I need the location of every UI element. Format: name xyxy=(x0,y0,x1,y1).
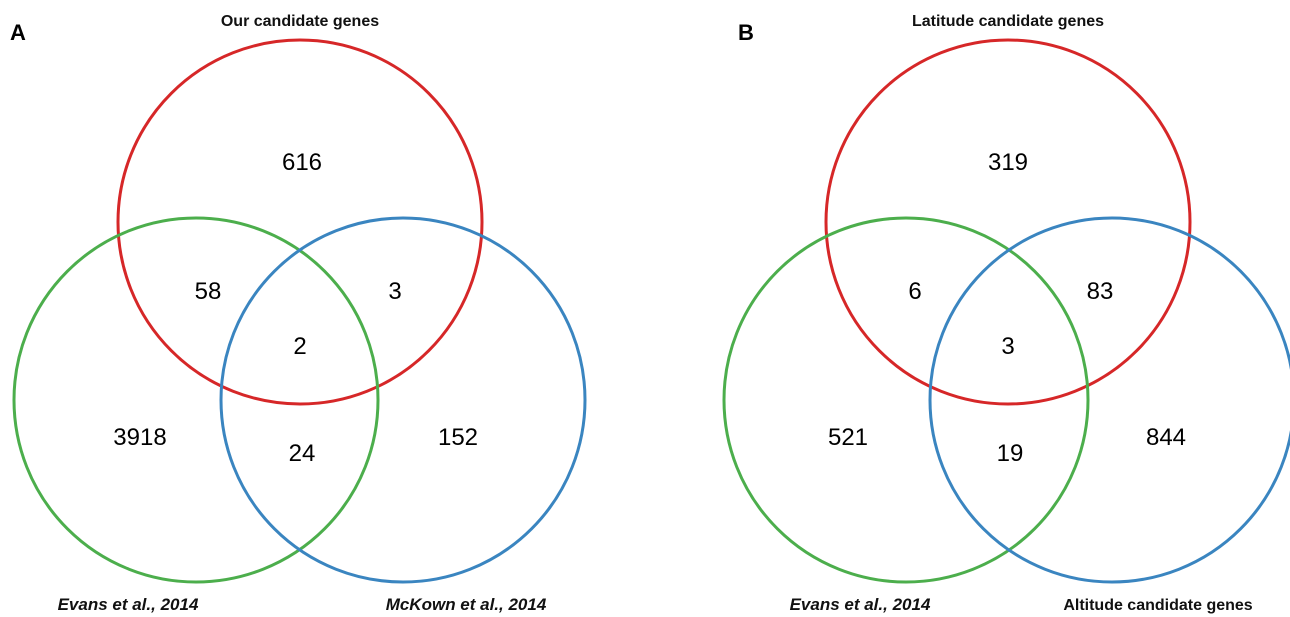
panel-b-count-top-left: 6 xyxy=(908,278,921,305)
panel-a-count-left-right: 24 xyxy=(289,440,316,467)
panel-b: B Latitude candidate genes 319 6 83 3 52… xyxy=(722,13,1290,614)
panel-a-left-circle xyxy=(12,216,380,584)
panel-b-right-set-label: Altitude candidate genes xyxy=(1063,597,1252,614)
panel-letter-a: A xyxy=(10,20,26,45)
panel-a-right-circle xyxy=(219,216,587,584)
panel-b-right-circle xyxy=(928,216,1290,584)
panel-a-count-left-only: 3918 xyxy=(113,424,166,451)
panel-letter-b: B xyxy=(738,20,754,45)
panel-b-count-top-only: 319 xyxy=(988,149,1028,176)
panel-a-count-top-right: 3 xyxy=(388,278,401,305)
panel-a-top-set-label: Our candidate genes xyxy=(221,13,379,30)
panel-b-count-left-right: 19 xyxy=(997,440,1024,467)
panel-a-count-all-three: 2 xyxy=(293,333,306,360)
panel-b-top-circle xyxy=(824,38,1192,406)
panel-a: A Our candidate genes 616 58 3 2 3918 24… xyxy=(10,13,587,614)
panel-b-count-all-three: 3 xyxy=(1001,333,1014,360)
panel-b-count-top-right: 83 xyxy=(1087,278,1114,305)
panel-b-left-set-label: Evans et al., 2014 xyxy=(790,595,931,614)
panel-b-count-right-only: 844 xyxy=(1146,424,1186,451)
panel-a-left-set-label: Evans et al., 2014 xyxy=(58,595,199,614)
panel-b-left-circle xyxy=(722,216,1090,584)
panel-a-count-right-only: 152 xyxy=(438,424,478,451)
panel-a-count-top-only: 616 xyxy=(282,149,322,176)
panel-a-right-set-label: McKown et al., 2014 xyxy=(386,595,547,614)
panel-b-top-set-label: Latitude candidate genes xyxy=(912,13,1104,30)
panel-b-count-left-only: 521 xyxy=(828,424,868,451)
panel-a-count-top-left: 58 xyxy=(195,278,222,305)
panel-a-top-circle xyxy=(116,38,484,406)
